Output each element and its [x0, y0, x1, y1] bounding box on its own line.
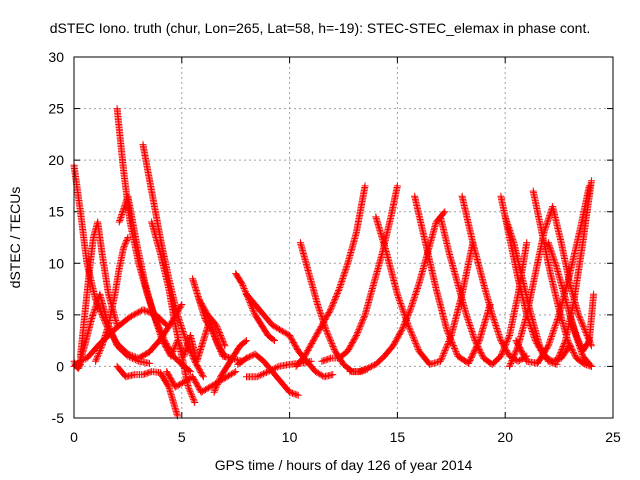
x-tick-label: 15	[390, 429, 406, 445]
data-point-markers	[286, 331, 337, 381]
x-tick-label: 25	[605, 429, 621, 445]
y-tick-label: 5	[56, 307, 64, 323]
data-arc	[286, 331, 337, 381]
y-tick-label: 10	[48, 255, 64, 271]
data-point-markers	[195, 295, 229, 350]
x-tick-label: 5	[178, 429, 186, 445]
data-arc	[411, 192, 494, 367]
data-arc	[210, 337, 250, 396]
data-arc	[292, 182, 369, 370]
data-arc	[92, 234, 132, 365]
data-point-markers	[458, 192, 531, 365]
plot-frame	[73, 56, 614, 419]
data-point-markers	[553, 177, 595, 365]
x-tick-label: 0	[70, 429, 78, 445]
chart-title: dSTEC Iono. truth (chur, Lon=265, Lat=58…	[49, 20, 591, 36]
data-arc	[566, 290, 598, 355]
data-point-markers	[242, 290, 294, 339]
data-arc	[195, 295, 229, 350]
data-point-markers	[115, 192, 175, 360]
data-arc	[139, 141, 207, 381]
y-tick-label: 15	[48, 204, 64, 220]
y-tick-label: 25	[48, 101, 64, 117]
marks-layer	[70, 105, 598, 420]
y-axis-label: dSTEC / TECUs	[7, 187, 23, 289]
data-arc	[458, 192, 531, 365]
data-point-markers	[92, 234, 132, 365]
x-tick-label: 20	[497, 429, 513, 445]
data-arc	[113, 362, 181, 420]
data-point-markers	[292, 182, 369, 370]
data-arc	[115, 192, 175, 360]
data-point-markers	[139, 141, 207, 381]
data-point-markers	[566, 290, 598, 355]
data-point-markers	[210, 337, 250, 396]
y-tick-label: 30	[48, 49, 64, 65]
x-tick-label: 10	[282, 429, 298, 445]
data-point-markers	[411, 192, 494, 367]
data-point-markers	[113, 362, 181, 420]
y-tick-label: 20	[48, 152, 64, 168]
data-arc	[242, 290, 294, 339]
y-tick-label: 0	[56, 358, 64, 374]
data-arc	[553, 177, 595, 365]
x-axis-label: GPS time / hours of day 126 of year 2014	[215, 457, 473, 473]
y-tick-label: -5	[52, 410, 65, 426]
